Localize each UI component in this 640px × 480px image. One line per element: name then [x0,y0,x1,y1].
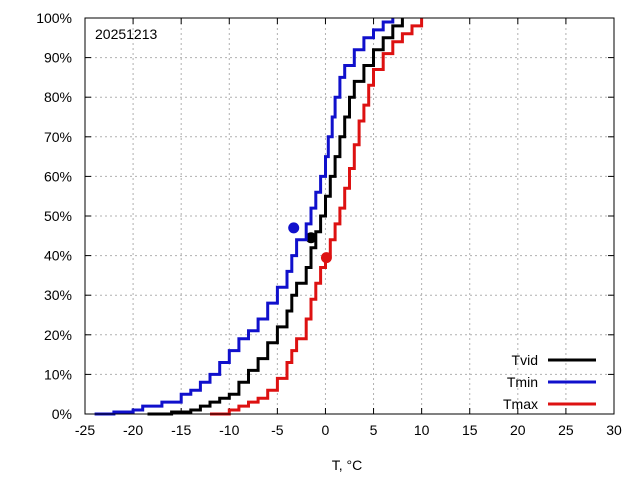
x-tick-label: -10 [219,422,239,438]
plot-frame [84,17,615,415]
x-tick-label: 20 [510,422,526,438]
x-tick-label: -5 [271,422,284,438]
y-tick-label: 60% [44,168,72,184]
series-marker-tvid [305,232,317,244]
legend-label-tvid: Tvid [512,352,538,368]
x-axis-ticks: -25 -20 -15 -10 -5 0 5 10 15 20 25 30 [75,18,622,438]
x-tick-label: 5 [370,422,378,438]
x-tick-label: 10 [414,422,430,438]
x-axis-label: T, °C [332,457,363,473]
series-marker-tmax [320,252,332,264]
grid [85,18,614,414]
x-tick-label: -20 [123,422,143,438]
series-line-tvid [147,18,404,416]
series-marker-tmin [288,222,300,234]
y-tick-label: 70% [44,129,72,145]
y-axis-ticks: 0% 10% 20% 30% 40% 50% 60% 70% 80% 90% 100% [36,10,614,422]
legend-label-tmax: Tmax [503,396,538,412]
y-tick-label: 20% [44,327,72,343]
y-tick-label: 30% [44,287,72,303]
series-line-tmin [94,18,395,416]
y-tick-label: 10% [44,366,72,382]
y-tick-label: 0% [52,406,72,422]
x-tick-label: -15 [171,422,191,438]
y-tick-label: 50% [44,208,72,224]
x-tick-label: 0 [322,422,330,438]
legend: Tvid Tmin Tmax [503,352,596,412]
date-annotation: 20251213 [95,26,158,42]
x-tick-label: 30 [606,422,622,438]
y-tick-label: 90% [44,50,72,66]
y-tick-label: 40% [44,248,72,264]
legend-label-tmin: Tmin [507,374,538,390]
y-tick-label: 80% [44,89,72,105]
x-tick-label: -25 [75,422,95,438]
y-tick-label: 100% [36,10,72,26]
x-tick-label: 25 [558,422,574,438]
x-tick-label: 15 [462,422,478,438]
series-layer [94,18,424,416]
